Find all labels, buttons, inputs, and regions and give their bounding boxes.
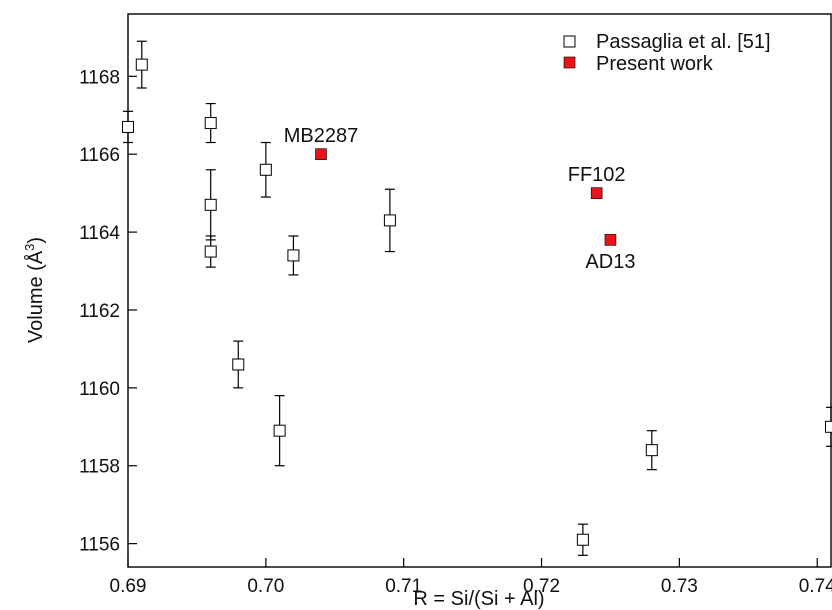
- data-point-passaglia: [135, 58, 148, 71]
- data-point-passaglia: [825, 420, 832, 433]
- data-point-passaglia: [204, 117, 217, 130]
- data-point-passaglia: [383, 214, 396, 227]
- data-point-passaglia: [576, 533, 589, 546]
- y-axis-title-close: ): [25, 237, 47, 244]
- x-tick-label: 0.69: [110, 576, 147, 597]
- x-axis-title: R = Si/(Si + Al): [413, 588, 544, 610]
- data-point-passaglia: [204, 245, 217, 258]
- error-bars: [123, 40, 832, 556]
- y-tick-label: 1166: [79, 145, 120, 166]
- data-point-passaglia: [232, 358, 245, 371]
- y-tick-label: 1168: [79, 67, 120, 88]
- x-axis-ticks: 0.69 0.70 0.71 0.72 0.73 0.74: [110, 558, 832, 597]
- point-label: FF102: [568, 164, 626, 186]
- data-point-passaglia: [259, 163, 272, 176]
- legend-marker-passaglia: [563, 35, 576, 48]
- data-point-passaglia: [287, 249, 300, 262]
- data-point-present-work: [315, 148, 327, 160]
- data-point-passaglia: [645, 444, 658, 457]
- x-tick-label: 0.73: [661, 576, 698, 597]
- data-point-present-work: [604, 234, 617, 246]
- data-markers: [122, 58, 832, 546]
- data-point-passaglia: [122, 120, 134, 133]
- legend-marker-present-work: [563, 56, 576, 69]
- legend: Passaglia et al. [51] Present work: [563, 31, 771, 75]
- point-label: AD13: [585, 251, 635, 273]
- y-axis-title: Volume (Å3): [22, 237, 47, 343]
- point-annotations: MB2287 FF102 AD13: [284, 125, 636, 273]
- y-tick-label: 1158: [79, 457, 120, 478]
- point-label: MB2287: [284, 125, 359, 147]
- y-axis-title-text: Volume (Å: [24, 250, 47, 343]
- data-point-present-work: [590, 187, 603, 199]
- x-tick-label: 0.70: [247, 576, 284, 597]
- x-tick-label: 0.71: [385, 576, 422, 597]
- legend-label-passaglia: Passaglia et al. [51]: [596, 31, 771, 53]
- y-axis-ticks: 1156 1158 1160 1162 1164 1166 1168: [79, 67, 137, 556]
- data-point-passaglia: [273, 424, 286, 437]
- y-tick-label: 1156: [79, 535, 120, 556]
- x-tick-label: 0.74: [799, 576, 832, 597]
- y-tick-label: 1162: [79, 301, 120, 322]
- legend-label-present-work: Present work: [596, 53, 714, 75]
- y-tick-label: 1160: [79, 379, 120, 400]
- y-tick-label: 1164: [79, 223, 120, 244]
- plot-frame: [127, 13, 832, 568]
- x-tick-label: 0.72: [523, 576, 560, 597]
- data-point-passaglia: [204, 198, 217, 211]
- y-axis-title-superscript: 3: [22, 244, 37, 251]
